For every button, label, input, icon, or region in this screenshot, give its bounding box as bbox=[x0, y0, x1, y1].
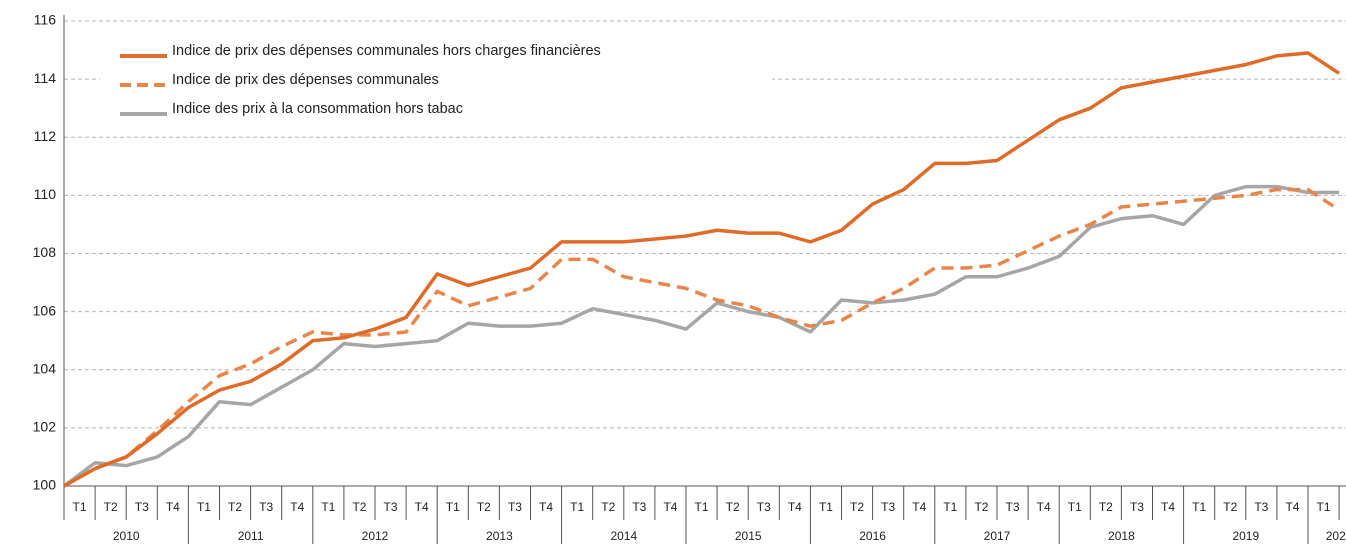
x-tick-label: T2 bbox=[352, 500, 366, 514]
y-tick-label: 106 bbox=[33, 302, 57, 318]
x-tick-label: T1 bbox=[446, 500, 460, 514]
legend-background bbox=[100, 36, 772, 124]
year-label: 2010 bbox=[113, 529, 140, 543]
x-tick-label: T4 bbox=[290, 500, 304, 514]
year-label: 2014 bbox=[610, 529, 637, 543]
x-tick-label: T1 bbox=[695, 500, 709, 514]
y-tick-label: 114 bbox=[34, 70, 57, 86]
x-tick-label: T2 bbox=[1223, 500, 1237, 514]
x-tick-label: T1 bbox=[1068, 500, 1082, 514]
x-tick-label: T3 bbox=[259, 500, 273, 514]
legend-label: Indice des prix à la consommation hors t… bbox=[172, 101, 463, 117]
series-line bbox=[62, 184, 1340, 488]
series-line bbox=[63, 51, 1341, 488]
year-label: 2019 bbox=[1232, 529, 1259, 543]
x-tick-label: T4 bbox=[1161, 500, 1175, 514]
x-tick-label: T1 bbox=[570, 500, 584, 514]
x-tick-label: T4 bbox=[663, 500, 677, 514]
x-tick-label: T2 bbox=[477, 500, 491, 514]
x-tick-label: T2 bbox=[1099, 500, 1113, 514]
year-label: 2017 bbox=[984, 529, 1011, 543]
x-tick-label: T2 bbox=[228, 500, 242, 514]
year-label: 2012 bbox=[362, 529, 389, 543]
x-tick-label: T4 bbox=[166, 500, 180, 514]
x-tick-label: T1 bbox=[1192, 500, 1206, 514]
x-tick-label: T3 bbox=[1006, 500, 1020, 514]
year-label: 2016 bbox=[859, 529, 886, 543]
x-tick-label: T3 bbox=[135, 500, 149, 514]
year-label: 2015 bbox=[735, 529, 762, 543]
y-tick-label: 108 bbox=[33, 244, 57, 260]
y-tick-label: 100 bbox=[33, 477, 57, 493]
x-tick-label: T2 bbox=[104, 500, 118, 514]
x-tick-label: T4 bbox=[912, 500, 926, 514]
x-tick-label: T3 bbox=[1254, 500, 1268, 514]
legend-label: Indice de prix des dépenses communales h… bbox=[172, 43, 601, 59]
x-tick-label: T3 bbox=[1130, 500, 1144, 514]
legend-label: Indice de prix des dépenses communales bbox=[172, 72, 439, 88]
x-tick-label: T4 bbox=[539, 500, 553, 514]
x-tick-label: T3 bbox=[384, 500, 398, 514]
x-tick-label: T2 bbox=[601, 500, 615, 514]
x-tick-label: T2 bbox=[974, 500, 988, 514]
x-tick-label: T1 bbox=[197, 500, 211, 514]
y-tick-label: 110 bbox=[34, 186, 57, 202]
y-tick-label: 112 bbox=[34, 128, 57, 144]
series-line bbox=[63, 187, 1341, 488]
x-tick-label: T3 bbox=[508, 500, 522, 514]
x-tick-label: T1 bbox=[321, 500, 335, 514]
x-tick-label: T4 bbox=[788, 500, 802, 514]
x-tick-label: T1 bbox=[73, 500, 87, 514]
year-label: 2011 bbox=[238, 529, 264, 543]
x-tick-label: T4 bbox=[1037, 500, 1051, 514]
y-tick-label: 102 bbox=[33, 419, 57, 435]
x-tick-label: T3 bbox=[881, 500, 895, 514]
x-tick-label: T4 bbox=[1285, 500, 1299, 514]
x-tick-label: T2 bbox=[726, 500, 740, 514]
year-label: 2013 bbox=[486, 529, 513, 543]
x-tick-label: T3 bbox=[632, 500, 646, 514]
y-tick-label: 104 bbox=[33, 360, 57, 376]
x-tick-label: T1 bbox=[1317, 500, 1331, 514]
x-tick-label: T2 bbox=[850, 500, 864, 514]
x-tick-label: T1 bbox=[819, 500, 833, 514]
x-tick-label: T4 bbox=[415, 500, 429, 514]
x-tick-label: T1 bbox=[943, 500, 957, 514]
y-tick-label: 116 bbox=[34, 12, 57, 28]
year-label: 2018 bbox=[1108, 529, 1135, 543]
year-label: 2020 bbox=[1326, 529, 1346, 543]
x-tick-label: T3 bbox=[757, 500, 771, 514]
